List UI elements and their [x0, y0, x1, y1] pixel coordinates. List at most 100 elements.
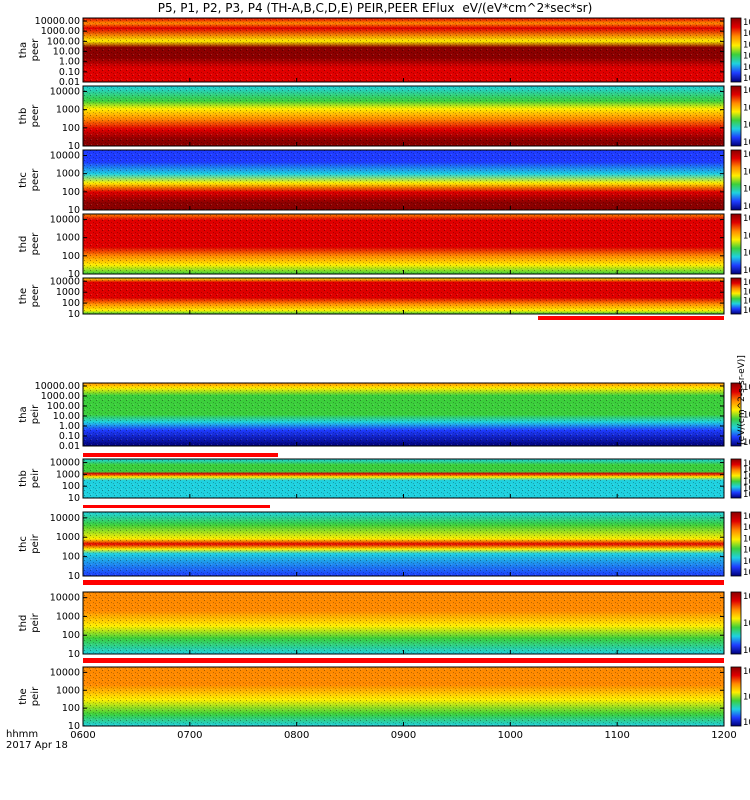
ytick-label: 1000: [56, 105, 80, 116]
ytick-label: 10000: [50, 458, 80, 469]
ylabel-species: peir: [30, 404, 41, 424]
colorbar-tick-label: 106: [743, 37, 750, 50]
ylabel-species: peer: [30, 284, 41, 308]
spectrogram-noise: [83, 150, 724, 210]
ytick-label: 10.00: [53, 411, 80, 422]
colorbar-tick-label: 103: [743, 481, 750, 494]
colorbar-tick-label: 108: [743, 147, 750, 160]
colorbar-tick-label: 108: [743, 275, 750, 288]
ytick-label: 1000: [56, 287, 80, 298]
colorbar-tick-label: 106: [743, 589, 750, 602]
xtick-label: 0900: [391, 730, 416, 741]
xaxis-label-time: hhmm: [6, 729, 38, 740]
quality-flag-bar: [83, 580, 724, 585]
colorbar-tick-label: 104: [743, 60, 750, 73]
ylabel-probe: thd: [18, 236, 29, 253]
ylabel-species: peir: [30, 468, 41, 488]
spectrogram-noise: [83, 459, 724, 498]
ytick-label: 10000: [50, 214, 80, 225]
ytick-label: 10000: [50, 667, 80, 678]
ytick-label: 100: [62, 298, 80, 309]
colorbar-tick-label: 104: [743, 543, 750, 556]
ytick-label: 10: [68, 493, 80, 504]
colorbar-tick-label: 105: [743, 690, 750, 703]
colorbar-tick-label: 104: [743, 294, 750, 307]
figure-title: P5, P1, P2, P3, P4 (TH-A,B,C,D,E) PEIR,P…: [0, 1, 750, 15]
spectrogram-noise: [83, 512, 724, 576]
colorbar-tick-label: 107: [743, 26, 750, 39]
ytick-label: 100: [62, 703, 80, 714]
ytick-label: 10000.00: [35, 16, 80, 27]
ylabel-species: peer: [30, 168, 41, 192]
ylabel-species: peer: [30, 232, 41, 256]
colorbar-tick-label: 103: [743, 71, 750, 84]
ytick-label: 1000: [56, 233, 80, 244]
spectrogram-noise: [83, 18, 724, 82]
ylabel-species: peir: [30, 686, 41, 706]
ytick-label: 10: [68, 141, 80, 152]
ytick-label: 10: [68, 205, 80, 216]
title-text: P5, P1, P2, P3, P4 (TH-A,B,C,D,E) PEIR,P…: [157, 1, 455, 15]
ylabel-species: peer: [30, 38, 41, 62]
colorbar-tick-label: 104: [743, 475, 750, 488]
colorbar-tick-label: 108: [743, 211, 750, 224]
colorbar-tick-label: 105: [743, 49, 750, 62]
ylabel-probe: thb: [18, 470, 29, 487]
ylabel-probe: thd: [18, 615, 29, 632]
ytick-label: 0.01: [59, 77, 80, 88]
colorbar-tick-label: 102: [743, 565, 750, 578]
ylabel-probe: tha: [18, 406, 29, 422]
ytick-label: 100: [62, 552, 80, 563]
colorbar: [730, 458, 742, 499]
colorbar-tick-label: 106: [743, 664, 750, 677]
ytick-label: 1000.00: [41, 26, 80, 37]
ytick-label: 100: [62, 251, 80, 262]
ytick-label: 10: [68, 721, 80, 732]
colorbar-tick-label: 107: [743, 456, 750, 469]
ytick-label: 1000: [56, 532, 80, 543]
ytick-label: 10: [68, 649, 80, 660]
colorbar-tick-label: 106: [743, 228, 750, 241]
ytick-label: 1000: [56, 169, 80, 180]
colorbar-tick-label: 107: [743, 509, 750, 522]
colorbar-tick-label: 102: [743, 263, 750, 276]
colorbar: [730, 511, 742, 577]
ytick-label: 0.10: [59, 67, 80, 78]
ytick-label: 10000: [50, 513, 80, 524]
ytick-label: 1.00: [59, 57, 80, 68]
colorbar-tick-label: 102: [743, 135, 750, 148]
colorbar-tick-label: 106: [743, 164, 750, 177]
colorbar: [730, 382, 742, 447]
spectrogram-noise: [83, 383, 724, 446]
xtick-label: 1000: [498, 730, 523, 741]
colorbar: [730, 149, 742, 211]
ylabel-species: peir: [30, 612, 41, 632]
ylabel-species: peer: [30, 104, 41, 128]
colorbar-tick-label: 105: [743, 531, 750, 544]
quality-flag-bar: [83, 505, 270, 508]
ytick-label: 10: [68, 309, 80, 320]
ylabel-probe: thb: [18, 108, 29, 125]
colorbar: [730, 85, 742, 147]
colorbar-tick-label: 106: [743, 520, 750, 533]
xtick-label: 0600: [70, 730, 95, 741]
spectrogram-noise: [83, 86, 724, 146]
colorbar-tick-label: 104: [743, 715, 750, 728]
colorbar-tick-label: 102: [743, 435, 750, 448]
ytick-label: 10: [68, 269, 80, 280]
colorbar: [730, 277, 742, 315]
ytick-label: 100.00: [47, 401, 80, 412]
ylabel-probe: the: [18, 288, 29, 304]
quality-flag-bar: [83, 453, 278, 457]
colorbar-tick-label: 105: [743, 468, 750, 481]
colorbar-tick-label: 104: [743, 182, 750, 195]
xtick-label: 1200: [711, 730, 736, 741]
quality-flag-bar: [538, 316, 724, 320]
